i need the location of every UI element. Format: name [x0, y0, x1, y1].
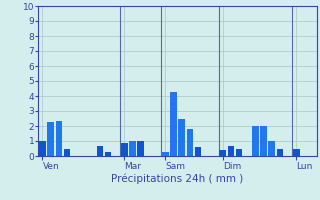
Bar: [277, 148, 283, 156]
Bar: [228, 146, 234, 156]
Bar: [179, 118, 185, 156]
Bar: [220, 150, 226, 156]
Bar: [252, 126, 259, 156]
Bar: [260, 126, 267, 156]
Bar: [129, 141, 136, 156]
Bar: [121, 142, 128, 156]
Bar: [39, 141, 46, 156]
X-axis label: Précipitations 24h ( mm ): Précipitations 24h ( mm ): [111, 173, 244, 184]
Bar: [195, 147, 201, 156]
Bar: [293, 148, 300, 156]
Bar: [268, 141, 275, 156]
Bar: [187, 129, 193, 156]
Bar: [56, 121, 62, 156]
Bar: [47, 121, 54, 156]
Bar: [105, 152, 111, 156]
Bar: [138, 141, 144, 156]
Bar: [170, 92, 177, 156]
Bar: [162, 152, 169, 156]
Bar: [97, 146, 103, 156]
Bar: [236, 148, 242, 156]
Bar: [64, 148, 70, 156]
